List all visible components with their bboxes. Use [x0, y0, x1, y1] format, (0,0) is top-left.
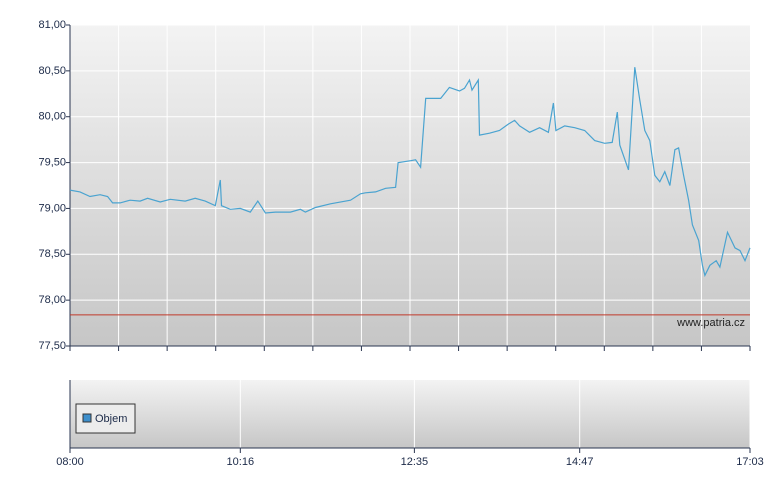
legend-label: Objem — [95, 413, 127, 425]
y-tick-label: 79,00 — [38, 202, 66, 214]
y-tick-label: 78,00 — [38, 294, 66, 306]
legend-swatch — [82, 413, 92, 423]
y-tick-label: 79,50 — [38, 156, 66, 168]
x-tick-label: 17:03 — [736, 456, 764, 468]
y-tick-label: 80,00 — [38, 111, 66, 123]
x-tick-label: 10:16 — [227, 456, 255, 468]
y-tick-label: 77,50 — [38, 340, 66, 352]
y-tick-label: 81,00 — [38, 19, 66, 31]
y-tick-label: 80,50 — [38, 65, 66, 77]
price-line — [69, 67, 751, 278]
volume-panel — [70, 380, 750, 448]
x-tick-label: 08:00 — [56, 456, 84, 468]
watermark: www.patria.cz — [676, 317, 745, 329]
y-tick-label: 78,50 — [38, 248, 66, 260]
x-tick-label: 12:35 — [401, 456, 429, 468]
x-tick-label: 14:47 — [566, 456, 594, 468]
